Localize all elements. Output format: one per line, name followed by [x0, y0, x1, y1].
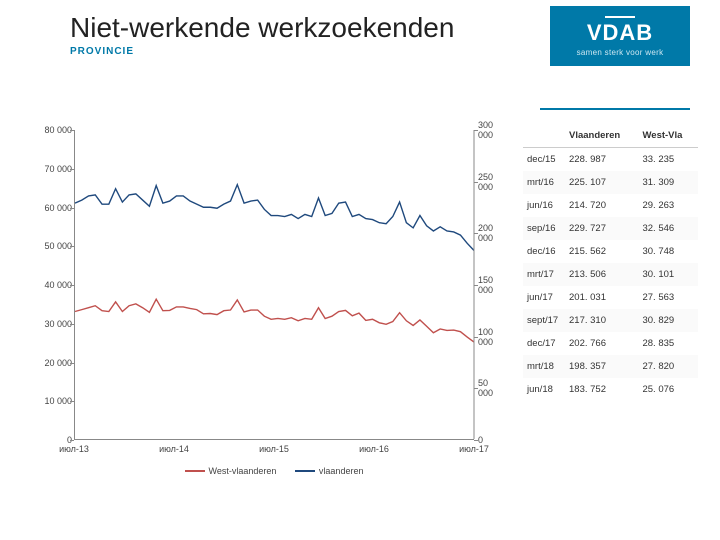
table-cell: 30. 101	[638, 263, 698, 286]
table-cell: 198. 357	[565, 355, 638, 378]
table-cell: dec/16	[523, 240, 565, 263]
x-axis-label: июл-13	[59, 444, 89, 454]
legend-label: vlaanderen	[319, 466, 364, 476]
table-cell: 183. 752	[565, 378, 638, 401]
x-axis-label: июл-16	[359, 444, 389, 454]
table-cell: 33. 235	[638, 148, 698, 172]
y-axis-right-label: 300 000	[478, 120, 498, 140]
y-axis-right-label: 250 000	[478, 172, 498, 192]
y-axis-left-label: 60 000	[38, 203, 72, 213]
y-axis-left-label: 30 000	[38, 319, 72, 329]
table-cell: mrt/18	[523, 355, 565, 378]
chart-legend: West-vlaanderen vlaanderen	[74, 464, 474, 476]
table-row: mrt/17213. 50630. 101	[523, 263, 698, 286]
table-cell: 201. 031	[565, 286, 638, 309]
table-cell: 228. 987	[565, 148, 638, 172]
table-row: jun/18183. 75225. 076	[523, 378, 698, 401]
table-cell: 202. 766	[565, 332, 638, 355]
table-cell: jun/18	[523, 378, 565, 401]
table-row: dec/17202. 76628. 835	[523, 332, 698, 355]
table-row: jun/16214. 72029. 263	[523, 194, 698, 217]
y-axis-right-label: 200 000	[478, 223, 498, 243]
table-row: sept/17217. 31030. 829	[523, 309, 698, 332]
y-axis-left-label: 10 000	[38, 396, 72, 406]
table-cell: mrt/17	[523, 263, 565, 286]
y-axis-left-label: 40 000	[38, 280, 72, 290]
table-cell: sep/16	[523, 217, 565, 240]
table-cell: 29. 263	[638, 194, 698, 217]
table-cell: 32. 546	[638, 217, 698, 240]
table-cell: 214. 720	[565, 194, 638, 217]
table-row: dec/16215. 56230. 748	[523, 240, 698, 263]
table-row: mrt/18198. 35727. 820	[523, 355, 698, 378]
y-axis-left-label: 80 000	[38, 125, 72, 135]
table-header	[523, 124, 565, 148]
logo-tagline: samen sterk voor werk	[577, 48, 664, 57]
y-axis-right-label: 100 000	[478, 327, 498, 347]
table-row: dec/15228. 98733. 235	[523, 148, 698, 172]
table-cell: 215. 562	[565, 240, 638, 263]
x-axis-label: июл-15	[259, 444, 289, 454]
table-cell: mrt/16	[523, 171, 565, 194]
table-cell: 27. 563	[638, 286, 698, 309]
table-cell: jun/16	[523, 194, 565, 217]
legend-label: West-vlaanderen	[209, 466, 277, 476]
line-chart: West-vlaanderen vlaanderen 010 00020 000…	[38, 130, 498, 490]
table-cell: 225. 107	[565, 171, 638, 194]
table-cell: 30. 748	[638, 240, 698, 263]
table-row: sep/16229. 72732. 546	[523, 217, 698, 240]
table-cell: 213. 506	[565, 263, 638, 286]
y-axis-left-label: 50 000	[38, 241, 72, 251]
vdab-logo: VDAB samen sterk voor werk	[550, 6, 690, 66]
table-row: jun/17201. 03127. 563	[523, 286, 698, 309]
table-cell: 27. 820	[638, 355, 698, 378]
legend-item: West-vlaanderen	[185, 466, 277, 476]
legend-item: vlaanderen	[295, 466, 364, 476]
y-axis-right-label: 50 000	[478, 378, 498, 398]
data-table: VlaanderenWest-Vla dec/15228. 98733. 235…	[523, 124, 698, 401]
table-cell: 25. 076	[638, 378, 698, 401]
table-header: Vlaanderen	[565, 124, 638, 148]
y-axis-left-label: 20 000	[38, 358, 72, 368]
x-axis-label: июл-17	[459, 444, 489, 454]
table-cell: dec/17	[523, 332, 565, 355]
y-axis-left-label: 70 000	[38, 164, 72, 174]
table-cell: dec/15	[523, 148, 565, 172]
chart-series-line	[75, 299, 474, 342]
table-cell: 229. 727	[565, 217, 638, 240]
divider	[540, 108, 690, 110]
table-cell: jun/17	[523, 286, 565, 309]
logo-text: VDAB	[587, 20, 653, 46]
x-axis-label: июл-14	[159, 444, 189, 454]
table-cell: 28. 835	[638, 332, 698, 355]
table-cell: 31. 309	[638, 171, 698, 194]
table-header: West-Vla	[638, 124, 698, 148]
table-cell: sept/17	[523, 309, 565, 332]
chart-series-line	[75, 185, 474, 251]
table-row: mrt/16225. 10731. 309	[523, 171, 698, 194]
y-axis-right-label: 150 000	[478, 275, 498, 295]
table-cell: 30. 829	[638, 309, 698, 332]
table-cell: 217. 310	[565, 309, 638, 332]
